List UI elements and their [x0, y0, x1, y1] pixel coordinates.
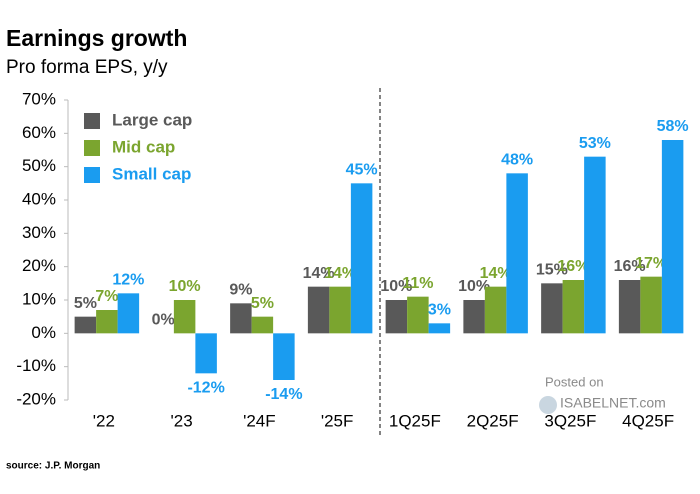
data-label: -14%	[265, 386, 302, 403]
bar	[350, 183, 373, 334]
data-label: 45%	[346, 162, 378, 179]
data-label: 5%	[74, 295, 97, 312]
y-tick-label: 10%	[22, 289, 56, 308]
bar	[117, 293, 140, 334]
y-tick-label: -10%	[16, 356, 56, 375]
y-tick-label: 0%	[31, 323, 56, 342]
bar	[173, 300, 196, 334]
data-label: 16%	[614, 258, 646, 275]
y-tick-label: 20%	[22, 256, 56, 275]
y-tick-label: 50%	[22, 156, 56, 175]
data-label: 7%	[95, 288, 118, 305]
data-label: 12%	[112, 272, 144, 289]
data-label: 10%	[380, 278, 412, 295]
x-tick-label: '24F	[243, 411, 276, 430]
data-label: 48%	[501, 152, 533, 169]
data-label: 9%	[229, 282, 252, 299]
bar	[618, 280, 641, 334]
data-label: 11%	[402, 275, 433, 292]
y-tick-label: 70%	[22, 89, 56, 108]
bar	[541, 283, 563, 334]
x-tick-label: '23	[171, 411, 193, 430]
bar	[74, 316, 97, 334]
chart-title: Earnings growth	[6, 25, 187, 51]
y-tick-label: 30%	[22, 223, 56, 242]
x-tick-label: 4Q25F	[622, 411, 674, 430]
data-label: -12%	[187, 380, 224, 397]
legend-swatch	[84, 140, 100, 156]
watermark: ISABELNET.com	[560, 395, 666, 411]
bar	[584, 156, 606, 334]
bar	[640, 276, 662, 334]
x-tick-label: 3Q25F	[544, 411, 596, 430]
data-label: 17%	[635, 255, 667, 272]
y-tick-label: -20%	[16, 389, 56, 408]
data-label: 10%	[169, 278, 201, 295]
bar	[463, 300, 485, 334]
legend-swatch	[84, 113, 100, 129]
legend-label: Small cap	[112, 164, 191, 183]
data-label: 14%	[324, 265, 356, 282]
bar	[195, 333, 217, 374]
chart-subtitle: Pro forma EPS, y/y	[6, 57, 168, 78]
y-tick-label: 40%	[22, 189, 56, 208]
bar	[273, 333, 295, 380]
bar	[407, 296, 429, 334]
x-tick-label: '22	[93, 411, 115, 430]
bar	[661, 140, 684, 334]
watermark: Posted on	[545, 374, 604, 389]
bar	[506, 173, 528, 334]
bar	[428, 323, 451, 334]
x-tick-label: 2Q25F	[467, 411, 519, 430]
x-tick-label: 1Q25F	[389, 411, 441, 430]
bar	[96, 310, 118, 334]
source: source: J.P. Morgan	[6, 461, 100, 472]
data-label: 14%	[480, 265, 512, 282]
bar	[307, 286, 330, 334]
bar	[230, 303, 252, 334]
watermark-icon	[539, 396, 557, 414]
data-label: 10%	[458, 278, 490, 295]
bar	[251, 316, 274, 334]
data-label: 58%	[657, 118, 689, 135]
x-tick-label: '25F	[321, 411, 354, 430]
data-label: 14%	[303, 265, 335, 282]
data-label: 5%	[251, 295, 274, 312]
bar	[484, 286, 507, 334]
data-label: 3%	[428, 302, 451, 319]
legend-swatch	[84, 167, 100, 183]
bar	[385, 300, 408, 334]
y-tick-label: 60%	[22, 123, 56, 142]
data-label: 0%	[152, 312, 175, 329]
legend-label: Large cap	[112, 110, 192, 129]
bar	[329, 286, 351, 334]
legend-label: Mid cap	[112, 137, 175, 156]
bar	[562, 280, 585, 334]
data-label: 53%	[579, 135, 611, 152]
data-label: 16%	[557, 258, 589, 275]
data-label: 15%	[536, 262, 568, 279]
